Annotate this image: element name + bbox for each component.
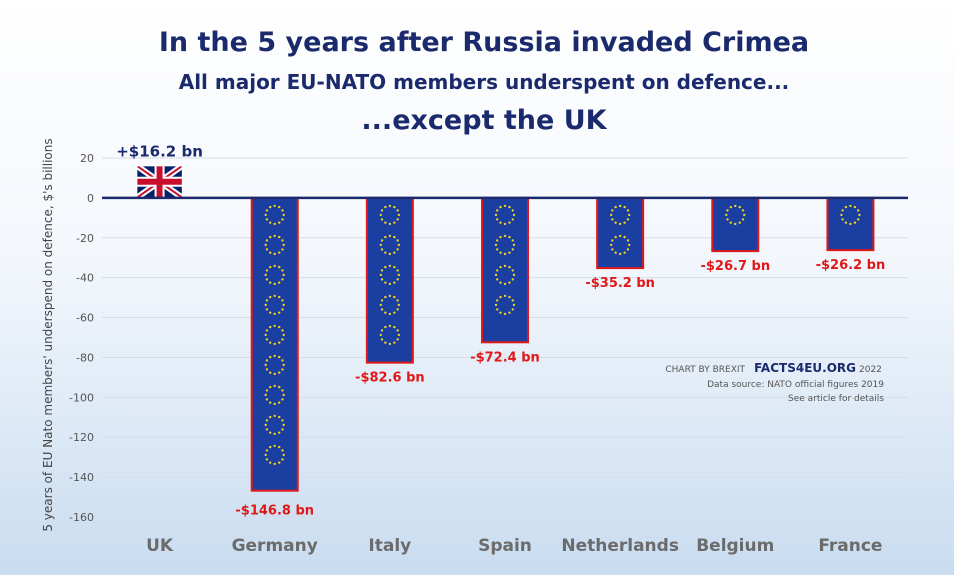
- chart-credit: CHART BY BREXIT FACTS4EU.ORG 2022 Data s…: [665, 357, 884, 404]
- data-label-uk: +$16.2 bn: [116, 143, 203, 161]
- y-tick-label: -60: [76, 312, 94, 325]
- y-tick-label: 20: [80, 152, 94, 165]
- category-label-italy: Italy: [368, 536, 411, 556]
- bar-belgium: [711, 196, 760, 253]
- y-tick-label: -100: [69, 391, 94, 404]
- bar-spain: [481, 196, 529, 344]
- y-tick-label: -40: [76, 272, 94, 285]
- gridlines: [102, 157, 908, 518]
- eu-stars-icon: [840, 204, 861, 226]
- credit-brand: FACTS4EU.ORG: [754, 361, 856, 375]
- chart-subtitle-2: ...except the UK: [361, 105, 607, 136]
- category-label-belgium: Belgium: [696, 536, 774, 556]
- credit-prefix: CHART BY BREXIT: [665, 365, 745, 375]
- category-labels: UK Germany Italy Spain Netherlands Belgium Fra…: [146, 536, 882, 556]
- bar-france: [826, 196, 875, 252]
- credit-year: 2022: [859, 365, 882, 375]
- union-jack-flag-icon: [136, 165, 183, 198]
- category-label-netherlands: Netherlands: [561, 536, 679, 556]
- data-label-belgium: -$26.7 bn: [700, 259, 770, 274]
- eu-stars-icon: [609, 204, 631, 256]
- y-tick-label: -80: [76, 351, 94, 364]
- y-tick-label: -140: [69, 471, 94, 484]
- bar-germany: [250, 196, 299, 492]
- credit-source: Data source: NATO official figures 2019: [707, 380, 884, 390]
- category-label-uk: UK: [146, 536, 174, 556]
- eu-stars-icon: [264, 204, 285, 466]
- bar-uk: [135, 164, 184, 199]
- category-label-germany: Germany: [232, 536, 318, 556]
- category-label-spain: Spain: [478, 536, 532, 556]
- data-label-germany: -$146.8 bn: [235, 504, 314, 519]
- y-tick-label: 0: [87, 192, 94, 205]
- y-axis-ticks: 20 0 -20 -40 -60 -80 -100 -120 -140 -160: [69, 152, 94, 524]
- eu-stars-icon: [494, 204, 516, 316]
- eu-stars-icon: [379, 204, 401, 346]
- data-label-italy: -$82.6 bn: [355, 371, 425, 386]
- eu-stars-icon: [725, 204, 746, 226]
- chart-subtitle: All major EU-NATO members underspent on …: [179, 70, 790, 94]
- chart-title: In the 5 years after Russia invaded Crim…: [159, 27, 809, 58]
- y-axis-label: 5 years of EU Nato members' underspend o…: [41, 138, 55, 531]
- category-label-france: France: [818, 536, 882, 556]
- credit-note: See article for details: [788, 394, 884, 404]
- data-label-france: -$26.2 bn: [816, 258, 886, 273]
- y-tick-label: -160: [69, 511, 94, 524]
- bar-italy: [365, 196, 414, 364]
- bar-netherlands: [596, 196, 645, 270]
- y-tick-label: -120: [69, 431, 94, 444]
- bars: [135, 164, 875, 492]
- svg-text:CHART BY BREXIT FACTS4EU: CHART BY BREXIT FACTS4EU.ORG: [665, 357, 856, 376]
- data-labels: +$16.2 bn -$146.8 bn -$82.6 bn -$72.4 bn -$3…: [116, 143, 885, 519]
- y-tick-label: -20: [76, 232, 94, 245]
- data-label-spain: -$72.4 bn: [470, 350, 540, 365]
- data-label-netherlands: -$35.2 bn: [585, 276, 655, 291]
